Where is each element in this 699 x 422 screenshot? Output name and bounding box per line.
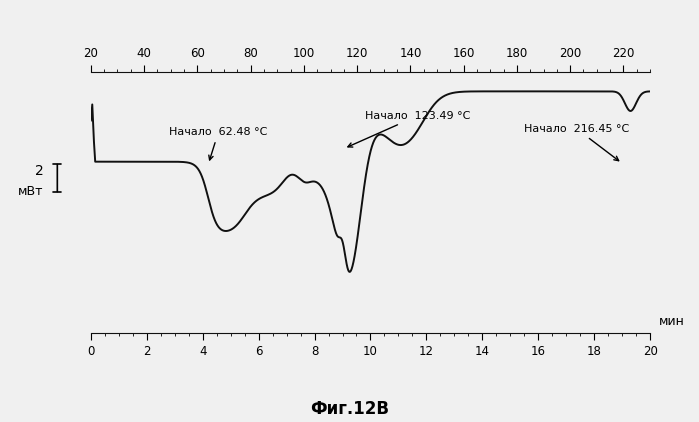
Text: мВт: мВт: [18, 184, 43, 197]
Text: Начало  216.45 °C: Начало 216.45 °C: [524, 124, 630, 161]
Text: мин: мин: [658, 316, 684, 328]
Text: 2: 2: [34, 165, 43, 179]
Text: Начало  62.48 °C: Начало 62.48 °C: [169, 127, 268, 160]
Text: Начало  123.49 °C: Начало 123.49 °C: [348, 111, 470, 147]
Text: Фиг.12В: Фиг.12В: [310, 400, 389, 418]
